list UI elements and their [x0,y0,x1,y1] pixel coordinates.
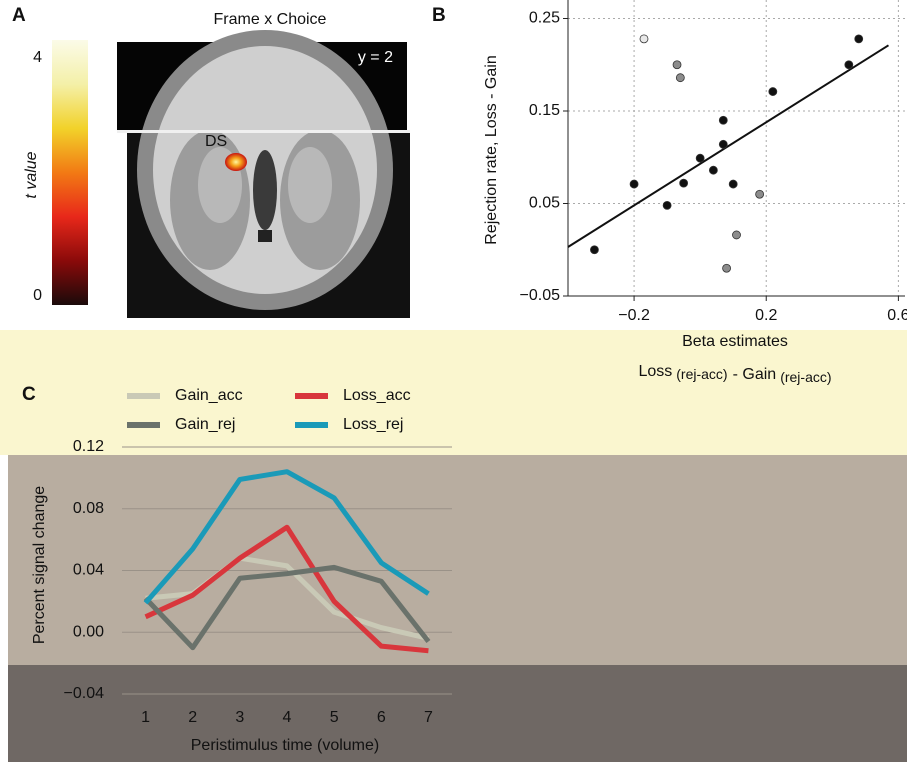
point [676,74,684,82]
colorbar-label: t value [23,151,40,198]
band [8,455,907,665]
figure: Frame x Choice y = 2 DS A t value B Reje… [0,0,907,762]
label-part: Loss [638,363,672,380]
panel-title: Frame x Choice [214,11,327,28]
legend-label: Loss_rej [343,416,403,433]
legend-label: Gain_rej [175,416,235,433]
point [723,264,731,272]
x-tick-label: 5 [330,709,339,726]
point [733,231,741,239]
point [756,190,764,198]
label-part: - Gain [733,366,777,383]
x-tick-label: −0.2 [618,307,650,324]
x-tick-label: 2 [188,709,197,726]
x-tick-label: 7 [424,709,433,726]
label-subscript: (rej-acc) [780,369,831,385]
point [855,35,863,43]
point [709,166,717,174]
y-tick-label: −0.05 [520,287,561,304]
x-axis-label: Peristimulus time (volume) [191,737,379,754]
point [845,61,853,69]
y-tick-label: 0.15 [529,102,560,119]
point [663,201,671,209]
x-tick-label: 3 [235,709,244,726]
point [640,35,648,43]
x-tick-label: 0.2 [755,307,777,324]
point [719,116,727,124]
panel-label: C [22,384,36,405]
y-tick-label: 0.25 [529,10,560,27]
point [719,140,727,148]
colorbar-tick-label: 0 [33,287,42,304]
y-axis-label: Percent signal change [31,486,48,644]
point [680,179,688,187]
point [590,246,598,254]
annotation: DS [205,133,227,150]
point [696,154,704,162]
y-tick-label: 0.08 [73,500,104,517]
point [729,180,737,188]
brain-image [117,30,410,318]
annotation: y = 2 [358,49,393,66]
point [769,88,777,96]
colorbar [52,40,88,305]
point [630,180,638,188]
y-tick-label: 0.05 [529,195,560,212]
colorbar-tick-label: 4 [33,49,42,66]
x-tick-label: 6 [377,709,386,726]
legend-label: Loss_acc [343,387,411,404]
panel-label: B [432,5,446,26]
y-axis-label: Rejection rate, Loss - Gain [483,55,500,244]
y-tick-label: −0.04 [64,685,105,702]
point [673,61,681,69]
y-tick-label: 0.04 [73,562,104,579]
x-tick-label: 0.6 [887,307,907,324]
activation-blob [225,153,247,171]
x-axis-label: Beta estimates [682,333,788,350]
x-tick-label: 1 [141,709,150,726]
x-tick-label: 4 [283,709,292,726]
panel-label: A [12,5,26,26]
y-tick-label: 0.00 [73,623,104,640]
y-tick-label: 0.12 [73,438,104,455]
label-subscript: (rej-acc) [676,366,727,382]
legend-label: Gain_acc [175,387,243,404]
